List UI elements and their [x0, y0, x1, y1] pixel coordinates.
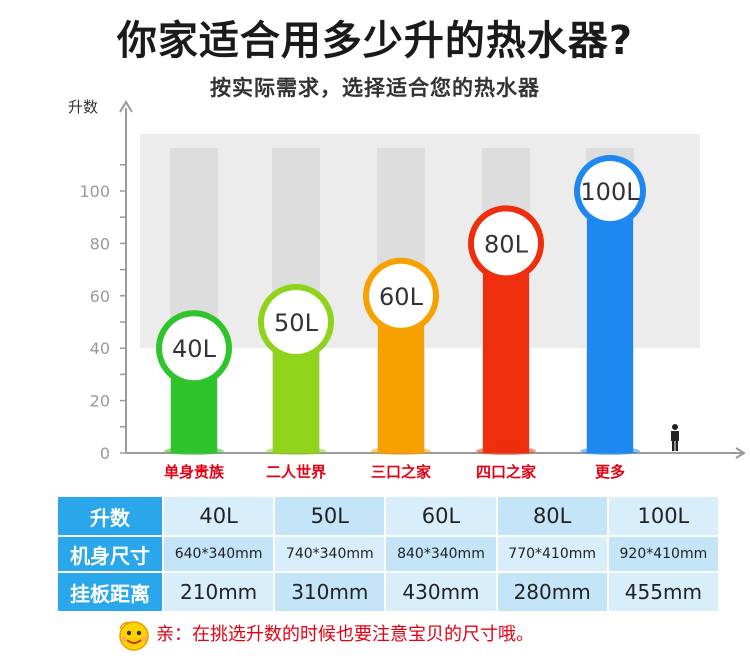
row-header: 机身尺寸 [56, 535, 164, 573]
table-cell: 920*410mm [606, 535, 721, 573]
table-row: 升数 40L 50L 60L 80L 100L [56, 495, 721, 537]
value-label: 40L [172, 335, 217, 363]
bubble [264, 290, 328, 354]
category-label: 四口之家 [476, 463, 536, 481]
value-label: 60L [379, 283, 424, 311]
bar-foot [266, 447, 326, 455]
value-label: 80L [484, 230, 529, 258]
y-tick-label: 80 [90, 234, 110, 253]
y-tick-label: 20 [90, 392, 110, 411]
table-cell: 100L [606, 495, 721, 537]
table-cell: 280mm [495, 571, 609, 613]
table-cell: 80L [495, 495, 609, 537]
category-label: 二人世界 [266, 463, 326, 481]
y-tick-label: 60 [90, 287, 110, 306]
category-label: 三口之家 [371, 463, 431, 481]
value-label: 50L [274, 309, 319, 337]
table-row: 机身尺寸 640*340mm 740*340mm 840*340mm 770*4… [56, 535, 721, 573]
page-title: 你家适合用多少升的热水器? [116, 18, 634, 64]
table-cell: 455mm [606, 571, 721, 613]
bubble [162, 316, 226, 381]
row-header: 升数 [56, 495, 164, 537]
spec-table: 升数 40L 50L 60L 80L 100L 机身尺寸 640*340mm 7… [56, 495, 721, 613]
bar [587, 191, 633, 453]
category-label: 更多 [595, 463, 625, 481]
value-label: 100L [580, 178, 640, 206]
table-cell: 50L [273, 495, 387, 537]
bar-foot [580, 447, 640, 455]
table-cell: 430mm [384, 571, 498, 613]
person-icon [671, 424, 679, 451]
table-cell: 40L [161, 495, 276, 537]
y-tick-label: 40 [90, 339, 110, 358]
bar-foot [371, 447, 431, 455]
table-row: 挂板距离 210mm 310mm 430mm 280mm 455mm [56, 571, 721, 613]
x-axis-arrow [735, 447, 746, 459]
bar-foot [164, 447, 224, 455]
category-label: 单身贵族 [164, 463, 225, 481]
y-tick-label: 0 [100, 444, 110, 463]
note-text: 亲：在挑选升数的时候也要注意宝贝的尺寸哦。 [156, 624, 534, 645]
bubble [369, 263, 433, 328]
row-header: 挂板距离 [56, 571, 164, 613]
capacity-chart: 升数 0 20 40 60 80 100 40L 单身贵族 50L 二人世界 60L 三口之家 80L 四口… [68, 98, 746, 481]
bubble [580, 161, 640, 221]
y-tick-label: 100 [79, 182, 110, 201]
table-cell: 840*340mm [384, 535, 498, 573]
table-cell: 310mm [273, 571, 387, 613]
table-cell: 770*410mm [495, 535, 609, 573]
y-axis-arrow [119, 100, 133, 113]
table-cell: 210mm [161, 571, 276, 613]
bar-foot [476, 447, 536, 455]
page-subtitle: 按实际需求，选择适合您的热水器 [210, 76, 540, 100]
table-cell: 640*340mm [161, 535, 276, 573]
table-cell: 740*340mm [273, 535, 387, 573]
table-cell: 60L [384, 495, 498, 537]
y-axis-label: 升数 [68, 98, 98, 116]
bubble [474, 211, 538, 276]
smiley-icon [119, 621, 149, 651]
